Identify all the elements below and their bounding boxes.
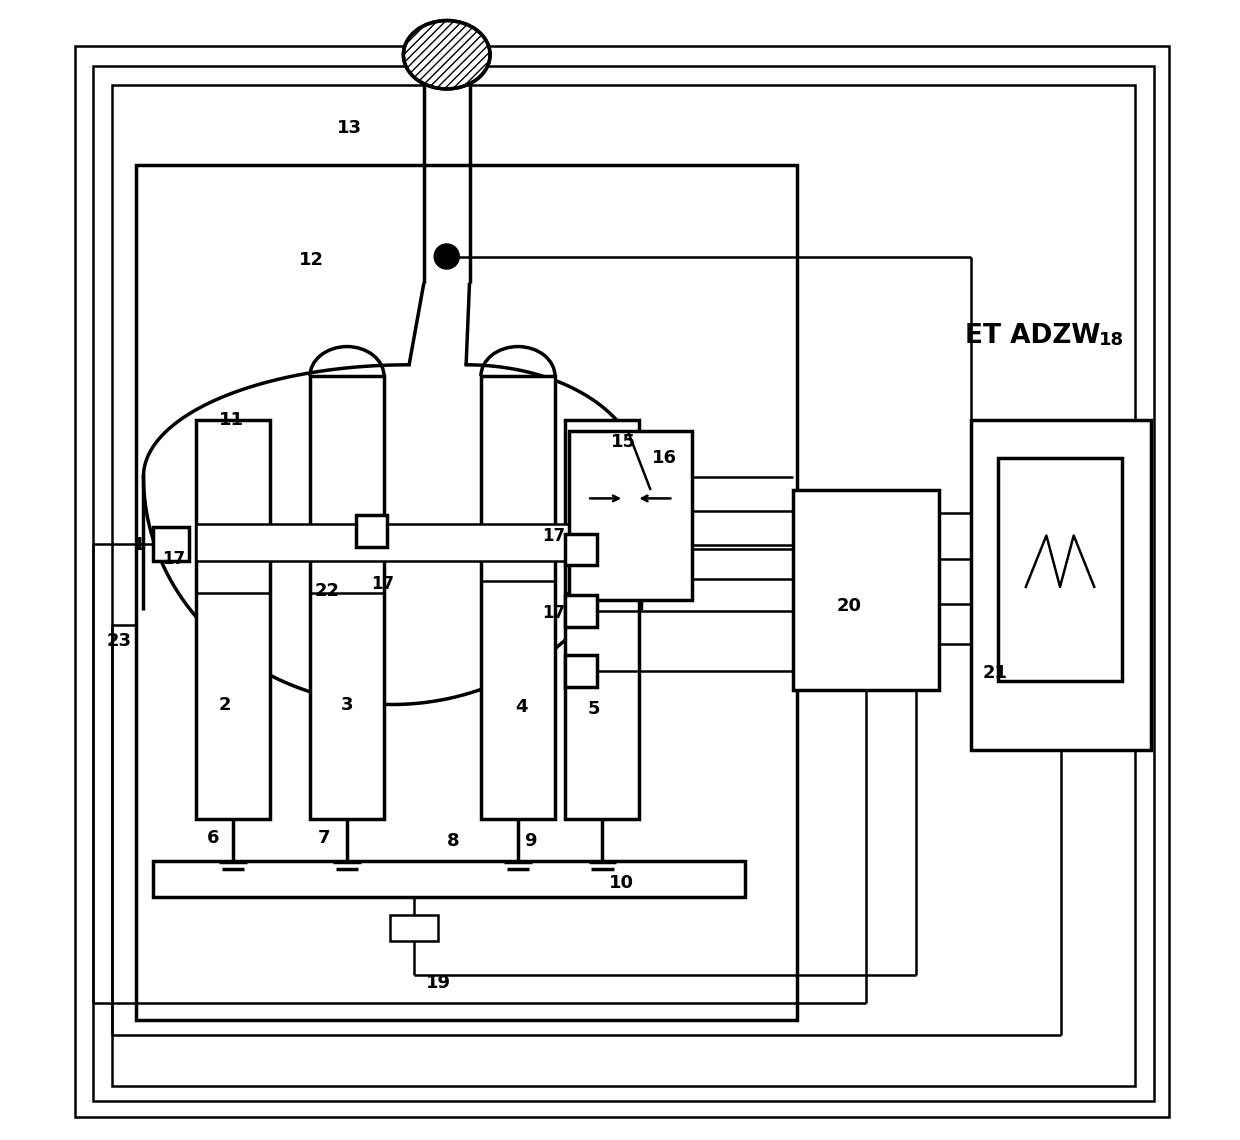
- Bar: [310, 376, 384, 819]
- Text: 17: 17: [542, 604, 565, 622]
- Bar: [565, 595, 598, 627]
- Text: 7: 7: [317, 829, 330, 847]
- Circle shape: [434, 244, 459, 269]
- Text: 18: 18: [1099, 331, 1123, 349]
- Bar: [112, 86, 1136, 1086]
- Text: 11: 11: [218, 410, 244, 429]
- Bar: [565, 420, 640, 819]
- Text: 21: 21: [982, 663, 1008, 682]
- Text: 17: 17: [372, 575, 394, 593]
- Bar: [998, 458, 1122, 681]
- Ellipse shape: [403, 21, 490, 89]
- Bar: [389, 915, 438, 940]
- Text: 8: 8: [446, 832, 459, 850]
- Text: 16: 16: [652, 449, 677, 467]
- Text: 12: 12: [299, 251, 324, 269]
- Bar: [971, 420, 1151, 750]
- Text: ET ADZW: ET ADZW: [965, 324, 1100, 349]
- Bar: [565, 656, 598, 687]
- Bar: [794, 490, 939, 690]
- Text: 1: 1: [133, 536, 146, 554]
- Bar: [356, 515, 387, 547]
- Bar: [135, 165, 796, 1020]
- Bar: [153, 527, 188, 561]
- Bar: [196, 420, 270, 819]
- Text: 17: 17: [542, 527, 565, 545]
- Bar: [565, 534, 598, 565]
- Bar: [569, 431, 692, 600]
- Text: 23: 23: [107, 632, 131, 650]
- Text: 17: 17: [161, 549, 185, 568]
- Bar: [481, 376, 556, 819]
- Text: 6: 6: [207, 829, 219, 847]
- Text: 20: 20: [837, 597, 862, 616]
- Text: 5: 5: [588, 700, 600, 718]
- Text: 9: 9: [525, 832, 537, 850]
- Bar: [153, 861, 745, 897]
- Text: 10: 10: [609, 874, 634, 893]
- Text: 4: 4: [515, 698, 528, 716]
- Text: 3: 3: [341, 695, 353, 714]
- Text: 19: 19: [427, 974, 451, 992]
- Bar: [196, 524, 640, 561]
- Text: 13: 13: [337, 119, 362, 137]
- Text: 15: 15: [611, 433, 636, 451]
- Text: 22: 22: [315, 581, 340, 600]
- Text: 2: 2: [218, 695, 231, 714]
